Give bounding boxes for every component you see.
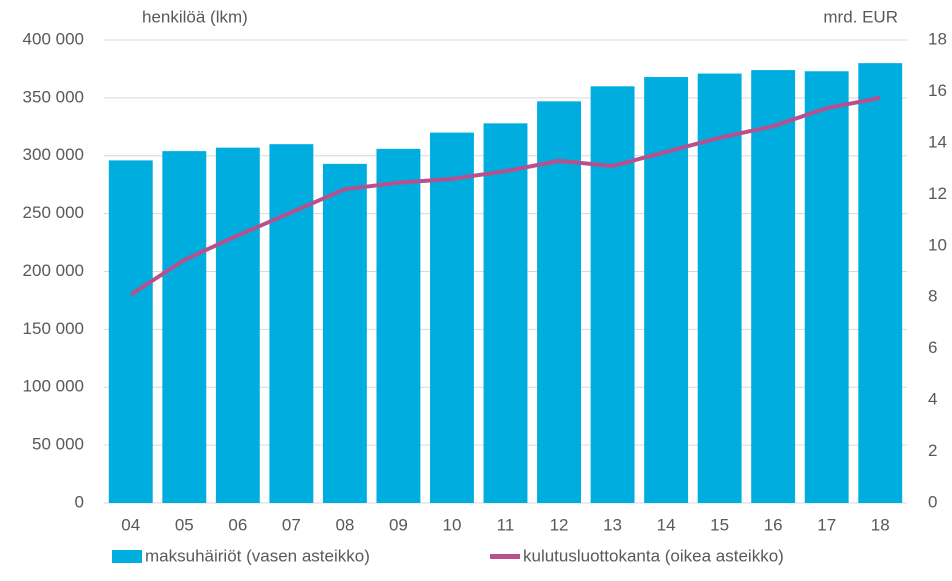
- y-tick-label: 100 000: [23, 377, 84, 396]
- x-tick-label: 17: [817, 515, 836, 534]
- bar: [108, 160, 153, 503]
- y2-tick-label: 2: [928, 441, 937, 460]
- bar: [430, 132, 474, 503]
- x-tick-label: 16: [764, 515, 783, 534]
- y-tick-label: 250 000: [23, 203, 84, 222]
- x-tick-label: 12: [550, 515, 569, 534]
- legend-swatch: [490, 554, 520, 559]
- y-tick-label: 300 000: [23, 145, 84, 164]
- y2-tick-label: 10: [928, 235, 947, 254]
- x-tick-label: 07: [282, 515, 301, 534]
- bar: [537, 101, 581, 503]
- bar: [483, 123, 528, 503]
- bar: [697, 73, 742, 503]
- y-tick-label: 0: [75, 492, 84, 511]
- y-tick-label: 400 000: [23, 29, 84, 48]
- x-tick-label: 06: [228, 515, 247, 534]
- y2-axis-title: mrd. EUR: [823, 7, 898, 26]
- bar: [215, 147, 260, 503]
- legend-swatch: [112, 550, 142, 563]
- y2-tick-label: 0: [928, 492, 937, 511]
- y-tick-label: 200 000: [23, 261, 84, 280]
- bar: [644, 77, 689, 503]
- x-tick-label: 18: [871, 515, 890, 534]
- bar: [322, 163, 367, 504]
- bar: [751, 70, 796, 503]
- legend-label: maksuhäiriöt (vasen asteikko): [145, 546, 370, 565]
- y-tick-label: 50 000: [32, 435, 84, 454]
- y2-tick-label: 14: [928, 132, 947, 151]
- legend-label: kulutusluottokanta (oikea asteikko): [523, 546, 784, 565]
- line: [129, 95, 881, 297]
- y2-tick-label: 12: [928, 184, 947, 203]
- x-tick-label: 14: [657, 515, 676, 534]
- bar: [590, 86, 635, 504]
- y-tick-label: 150 000: [23, 319, 84, 338]
- x-tick-label: 10: [443, 515, 462, 534]
- y2-tick-label: 4: [928, 390, 937, 409]
- y-axis-title: henkilöä (lkm): [142, 7, 248, 26]
- bar: [162, 151, 207, 503]
- y2-tick-label: 8: [928, 287, 937, 306]
- bar: [376, 148, 421, 503]
- y2-tick-label: 6: [928, 338, 937, 357]
- x-tick-label: 15: [710, 515, 729, 534]
- x-tick-label: 04: [121, 515, 140, 534]
- bar: [858, 63, 903, 504]
- y2-tick-label: 18: [928, 29, 947, 48]
- x-tick-label: 09: [389, 515, 408, 534]
- x-tick-label: 11: [497, 515, 515, 534]
- bar: [269, 144, 314, 504]
- x-tick-label: 05: [175, 515, 194, 534]
- x-tick-label: 13: [603, 515, 622, 534]
- x-tick-label: 08: [335, 515, 354, 534]
- y2-tick-label: 16: [928, 81, 947, 100]
- y-tick-label: 350 000: [23, 87, 84, 106]
- bar: [804, 71, 849, 503]
